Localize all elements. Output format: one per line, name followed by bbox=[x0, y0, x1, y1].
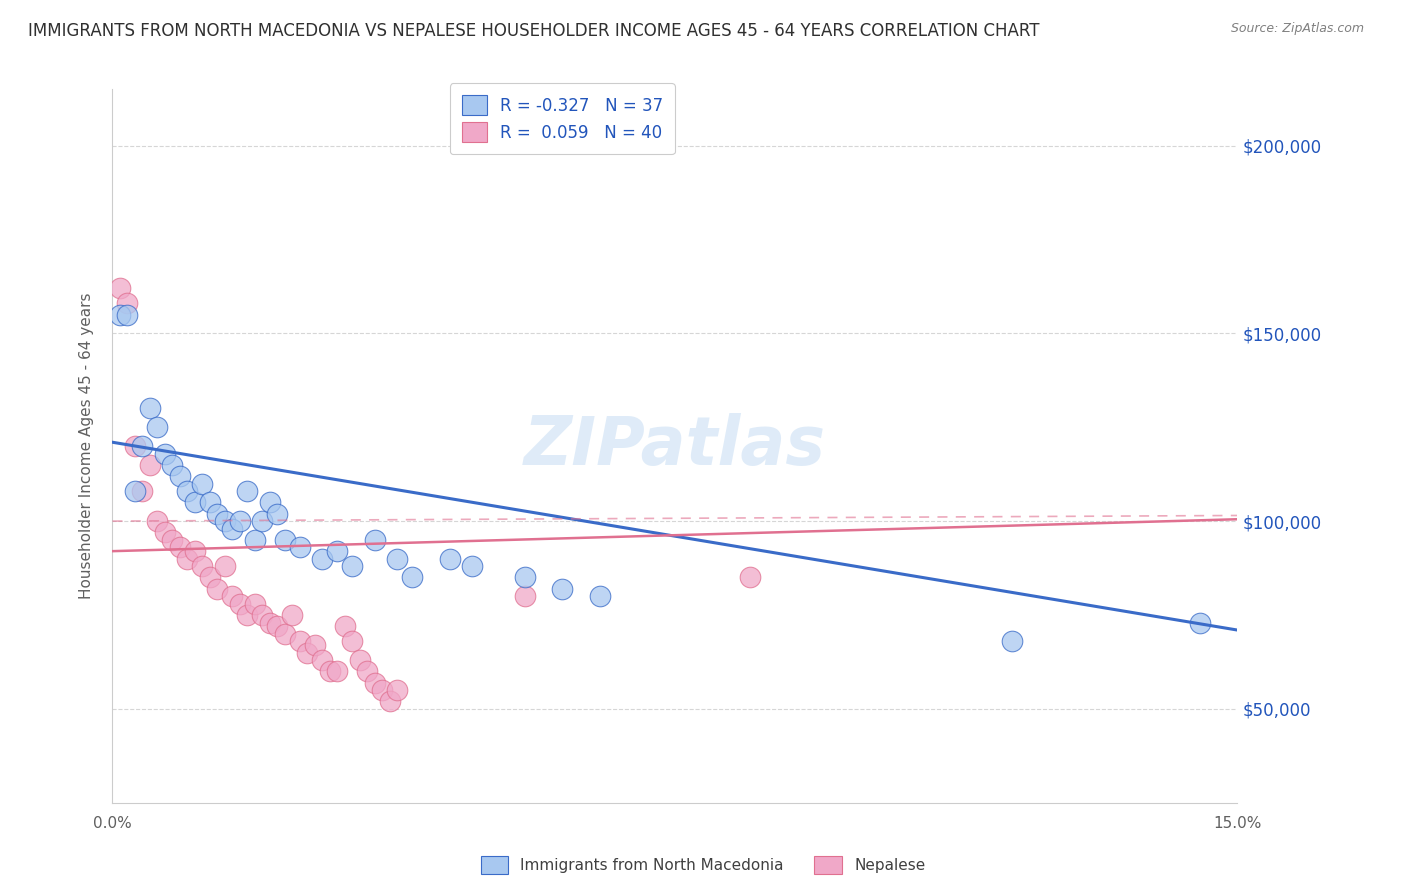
Point bbox=[214, 514, 236, 528]
Point bbox=[162, 458, 184, 472]
Point bbox=[207, 507, 229, 521]
Point bbox=[513, 570, 536, 584]
Point bbox=[198, 495, 221, 509]
Point bbox=[214, 559, 236, 574]
Point bbox=[1001, 634, 1024, 648]
Point bbox=[191, 476, 214, 491]
Point bbox=[349, 653, 371, 667]
Text: 0.0%: 0.0% bbox=[93, 816, 132, 830]
Point bbox=[371, 683, 394, 698]
Point bbox=[146, 514, 169, 528]
Point bbox=[461, 559, 484, 574]
Legend: Immigrants from North Macedonia, Nepalese: Immigrants from North Macedonia, Nepales… bbox=[474, 850, 932, 880]
Point bbox=[259, 495, 281, 509]
Text: 15.0%: 15.0% bbox=[1213, 816, 1261, 830]
Point bbox=[221, 522, 243, 536]
Point bbox=[311, 551, 333, 566]
Point bbox=[131, 439, 153, 453]
Point bbox=[108, 308, 131, 322]
Point bbox=[252, 514, 274, 528]
Point bbox=[169, 469, 191, 483]
Point bbox=[387, 551, 409, 566]
Point bbox=[513, 589, 536, 603]
Point bbox=[304, 638, 326, 652]
Point bbox=[356, 665, 378, 679]
Point bbox=[319, 665, 342, 679]
Point bbox=[266, 507, 288, 521]
Point bbox=[139, 458, 162, 472]
Point bbox=[281, 607, 304, 622]
Point bbox=[342, 634, 364, 648]
Point bbox=[176, 484, 198, 499]
Point bbox=[333, 619, 356, 633]
Point bbox=[124, 439, 146, 453]
Point bbox=[184, 544, 207, 558]
Point bbox=[589, 589, 612, 603]
Point bbox=[311, 653, 333, 667]
Point bbox=[108, 281, 131, 295]
Point bbox=[401, 570, 423, 584]
Point bbox=[364, 533, 387, 547]
Point bbox=[738, 570, 761, 584]
Point bbox=[207, 582, 229, 596]
Point bbox=[274, 533, 297, 547]
Text: Source: ZipAtlas.com: Source: ZipAtlas.com bbox=[1230, 22, 1364, 36]
Point bbox=[259, 615, 281, 630]
Point bbox=[266, 619, 288, 633]
Point bbox=[236, 484, 259, 499]
Legend: R = -0.327   N = 37, R =  0.059   N = 40: R = -0.327 N = 37, R = 0.059 N = 40 bbox=[450, 83, 675, 154]
Point bbox=[131, 484, 153, 499]
Point bbox=[162, 533, 184, 547]
Point bbox=[184, 495, 207, 509]
Point bbox=[342, 559, 364, 574]
Point bbox=[243, 533, 266, 547]
Text: ZIPatlas: ZIPatlas bbox=[524, 413, 825, 479]
Point bbox=[124, 484, 146, 499]
Point bbox=[1188, 615, 1211, 630]
Point bbox=[153, 446, 176, 460]
Point bbox=[274, 627, 297, 641]
Point bbox=[387, 683, 409, 698]
Point bbox=[297, 646, 319, 660]
Point bbox=[236, 607, 259, 622]
Point bbox=[326, 665, 349, 679]
Point bbox=[198, 570, 221, 584]
Point bbox=[364, 675, 387, 690]
Point bbox=[229, 514, 252, 528]
Point bbox=[288, 541, 311, 555]
Point bbox=[176, 551, 198, 566]
Point bbox=[243, 597, 266, 611]
Point bbox=[139, 401, 162, 416]
Point bbox=[221, 589, 243, 603]
Point bbox=[191, 559, 214, 574]
Point bbox=[288, 634, 311, 648]
Point bbox=[439, 551, 461, 566]
Point bbox=[252, 607, 274, 622]
Point bbox=[146, 420, 169, 434]
Point bbox=[326, 544, 349, 558]
Point bbox=[229, 597, 252, 611]
Point bbox=[378, 694, 401, 708]
Point bbox=[551, 582, 574, 596]
Point bbox=[117, 308, 139, 322]
Point bbox=[169, 541, 191, 555]
Y-axis label: Householder Income Ages 45 - 64 years: Householder Income Ages 45 - 64 years bbox=[79, 293, 94, 599]
Text: IMMIGRANTS FROM NORTH MACEDONIA VS NEPALESE HOUSEHOLDER INCOME AGES 45 - 64 YEAR: IMMIGRANTS FROM NORTH MACEDONIA VS NEPAL… bbox=[28, 22, 1039, 40]
Point bbox=[153, 525, 176, 540]
Point bbox=[117, 296, 139, 310]
